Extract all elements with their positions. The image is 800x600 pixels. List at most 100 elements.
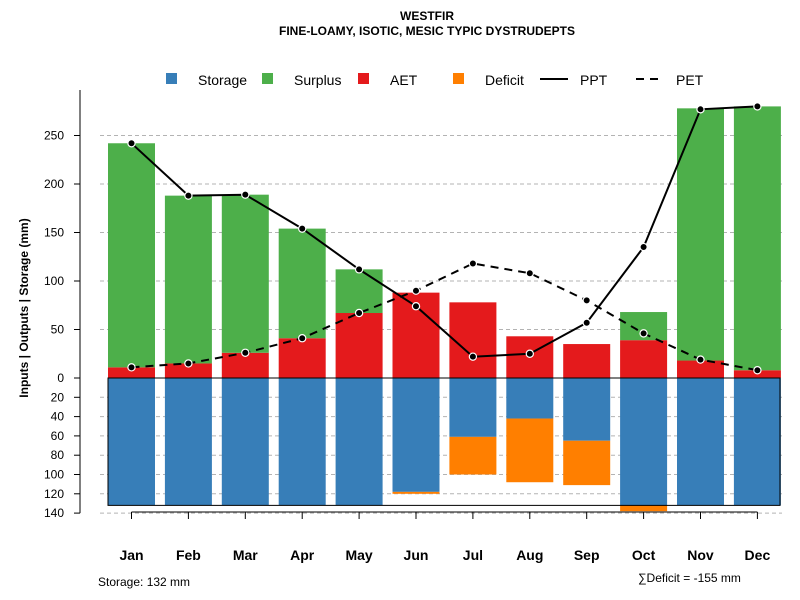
- storage-bar: [164, 378, 212, 506]
- y-tick-label: 140: [44, 506, 64, 520]
- y-tick-label: 100: [44, 468, 64, 482]
- aet-bar: [278, 338, 326, 378]
- x-tick-label: Jan: [119, 547, 143, 563]
- pet-point: [127, 363, 136, 372]
- ppt-point: [241, 190, 250, 199]
- ppt-point: [411, 302, 421, 311]
- y-tick-label: 50: [51, 323, 65, 337]
- storage-bar: [392, 378, 440, 492]
- storage-bar: [733, 378, 781, 506]
- aet-bar: [449, 302, 497, 378]
- legend-swatch: [262, 73, 273, 84]
- chart-title: WESTFIR: [400, 9, 454, 23]
- x-tick-label: Dec: [745, 547, 771, 563]
- deficit-bar: [449, 436, 497, 475]
- x-tick-label: Aug: [516, 547, 543, 563]
- y-tick-label: 200: [44, 177, 64, 191]
- legend-label: AET: [390, 72, 418, 88]
- series-lines: [127, 102, 762, 375]
- pet-point: [354, 308, 364, 318]
- aet-bar: [108, 367, 155, 378]
- pet-point: [411, 286, 421, 295]
- pet-point: [639, 329, 648, 338]
- surplus-bar: [278, 228, 326, 339]
- pet-point: [696, 355, 705, 364]
- surplus-bar: [164, 195, 212, 364]
- pet-point: [298, 334, 307, 343]
- x-tick-label: Apr: [290, 547, 315, 563]
- ppt-point: [696, 105, 705, 114]
- deficit-bar: [506, 418, 554, 483]
- pet-point: [184, 359, 193, 368]
- x-tick-label: May: [345, 547, 372, 563]
- aet-bar: [563, 344, 611, 378]
- deficit-bar: [392, 491, 440, 494]
- y-tick-label: 250: [44, 129, 64, 143]
- y-tick-label: 60: [51, 429, 65, 443]
- legend: Storage Surplus AET Deficit PPT PET: [166, 72, 704, 88]
- y-tick-label: 0: [57, 371, 64, 385]
- storage-capacity-box: [107, 377, 781, 506]
- surplus-bar: [677, 108, 724, 361]
- storage-bar: [563, 378, 611, 441]
- y-tick-label: 150: [44, 226, 64, 240]
- chart-subtitle: FINE-LOAMY, ISOTIC, MESIC TYPIC DYSTRUDE…: [279, 24, 575, 38]
- pet-line: [131, 262, 758, 372]
- storage-bar: [108, 378, 155, 506]
- x-tick-label: Nov: [687, 547, 714, 563]
- pet-point: [753, 366, 762, 375]
- y-tick-label: 80: [51, 448, 65, 462]
- ppt-point: [354, 265, 364, 274]
- y-tick-label: 40: [51, 410, 65, 424]
- x-tick-label: Jul: [463, 547, 483, 563]
- pet-point: [468, 259, 478, 268]
- surplus-bar: [335, 269, 383, 314]
- legend-swatch: [453, 73, 464, 84]
- y-tick-label: 100: [44, 274, 64, 288]
- storage-bar: [677, 378, 724, 506]
- y-axis-label: Inputs | Outputs | Storage (mm): [17, 218, 31, 397]
- pet-point: [525, 269, 535, 278]
- x-tick-label: Jun: [404, 547, 429, 563]
- storage-bar: [335, 378, 383, 506]
- storage-bar: [221, 378, 269, 506]
- legend-swatch: [166, 73, 177, 84]
- legend-label: PET: [676, 72, 704, 88]
- legend-label: Storage: [198, 72, 247, 88]
- ppt-point: [582, 318, 591, 327]
- surplus-bar: [221, 194, 269, 353]
- aet-bar: [164, 363, 212, 378]
- storage-note: Storage: 132 mm: [98, 575, 190, 589]
- legend-label: PPT: [580, 72, 608, 88]
- storage-bar: [449, 378, 497, 437]
- ppt-point: [525, 349, 535, 358]
- storage-bar: [506, 378, 554, 419]
- aet-bar: [620, 340, 668, 378]
- legend-swatch: [358, 73, 369, 84]
- x-tick-label: Mar: [233, 547, 258, 563]
- y-tick-label: 120: [44, 487, 64, 501]
- ppt-point: [753, 102, 762, 111]
- deficit-note: ∑Deficit = -155 mm: [638, 571, 741, 585]
- legend-label: Surplus: [294, 72, 341, 88]
- surplus-bar: [733, 106, 781, 371]
- storage-bar: [278, 378, 326, 506]
- deficit-bar: [563, 440, 611, 486]
- ppt-line: [130, 105, 758, 358]
- axes: 0 50 100 150 200 250 20 40 60 80 100 120 140 Jan Feb Ma…: [44, 90, 770, 563]
- ppt-point: [298, 224, 307, 233]
- ppt-point: [127, 139, 136, 148]
- y-tick-label: 20: [51, 390, 65, 404]
- x-tick-label: Sep: [574, 547, 600, 563]
- storage-bar: [620, 378, 668, 506]
- deficit-bar: [620, 505, 668, 512]
- ppt-point: [468, 352, 478, 361]
- ppt-point: [639, 242, 648, 252]
- bars: [107, 106, 781, 512]
- grid-lines: [100, 135, 782, 514]
- x-tick-label: Oct: [632, 547, 656, 563]
- pet-point: [241, 348, 250, 357]
- pet-point: [582, 296, 591, 305]
- aet-bar: [221, 352, 269, 378]
